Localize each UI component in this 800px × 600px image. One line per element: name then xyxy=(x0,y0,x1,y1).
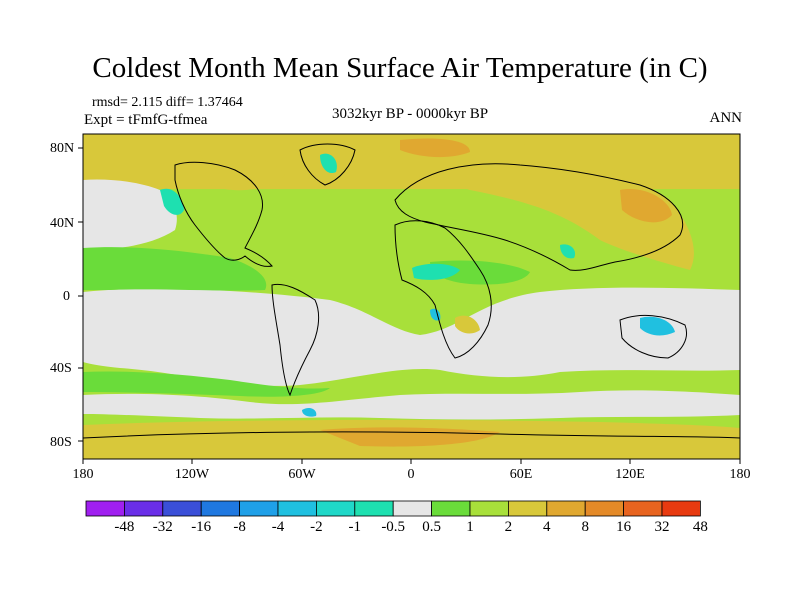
colorbar-box xyxy=(277,500,317,517)
lon-label-0: 0 xyxy=(407,467,415,482)
colorbar-label: -4 xyxy=(271,519,285,535)
experiment-line: Expt = tFmfG-tfmea xyxy=(84,112,208,128)
pacific-light-warm xyxy=(83,247,267,291)
colorbar-box xyxy=(623,500,663,517)
colorbar-box xyxy=(584,500,625,517)
lon-label-120w: 120W xyxy=(174,467,210,482)
southern-africa-warm xyxy=(455,315,480,334)
colorbar-box xyxy=(661,500,701,517)
asia-strong xyxy=(620,189,672,223)
antarctic-peninsula-cool-patch xyxy=(302,407,317,417)
map-field xyxy=(83,134,740,459)
lon-label-120e: 120E xyxy=(615,467,645,482)
colorbar-box xyxy=(354,500,394,517)
colorbar-box xyxy=(469,500,509,517)
colorbar-box xyxy=(200,500,240,517)
colorbar-box xyxy=(162,500,202,517)
lat-label-0: 0 xyxy=(63,289,70,304)
colorbar-box xyxy=(315,500,356,517)
eurasia-warm xyxy=(380,134,694,270)
colorbar-box xyxy=(546,500,586,517)
colorbar-box xyxy=(85,500,125,517)
map-title: Coldest Month Mean Surface Air Temperatu… xyxy=(92,52,708,84)
alaska-cool-patch xyxy=(160,188,184,215)
colorbar-box xyxy=(124,500,164,517)
colorbar-label: 32 xyxy=(654,519,670,535)
eurasia-coast xyxy=(394,163,684,271)
lat-label-40s: 40S xyxy=(50,361,72,376)
australia-coast xyxy=(619,315,687,359)
greenland-cool-patch xyxy=(320,153,337,174)
colorbar-label: -1 xyxy=(348,519,362,535)
lon-label-60e: 60E xyxy=(509,467,533,482)
canada-warm xyxy=(200,149,285,191)
arctic-strong-1 xyxy=(400,138,470,158)
colorbar-boxes xyxy=(85,500,701,517)
colorbar-label: 16 xyxy=(616,519,632,535)
season-label: ANN xyxy=(709,110,743,126)
colorbar-label: 0.5 xyxy=(422,519,441,535)
antarctica-coast xyxy=(82,431,741,439)
colorbar-box xyxy=(507,500,548,517)
australia-cool-patch xyxy=(640,316,675,336)
stats-line: rmsd= 2.115 diff= 1.37464 xyxy=(92,95,243,110)
colorbar-label: -16 xyxy=(191,519,212,535)
north-pacific-neutral xyxy=(83,179,177,249)
colorbar-label: 8 xyxy=(581,519,589,535)
tropical-neutral-zone xyxy=(83,287,740,386)
lat-label-80s: 80S xyxy=(50,435,72,450)
colorbar-label: -8 xyxy=(233,519,246,535)
colorbar-label: -48 xyxy=(114,519,135,535)
colorbar-label: -0.5 xyxy=(381,519,406,535)
tibet-cool-patch xyxy=(560,244,576,259)
coastlines xyxy=(82,143,741,439)
north-america-coast xyxy=(174,161,273,267)
lat-label-80n: 80N xyxy=(50,141,75,156)
lon-label-60w: 60W xyxy=(288,467,316,482)
colorbar-box xyxy=(431,500,471,517)
colorbar-label: 4 xyxy=(543,519,551,535)
southern-neutral-band xyxy=(83,390,740,420)
lat-label-40n: 40N xyxy=(50,216,75,231)
lon-label-180w: 180 xyxy=(72,467,94,482)
colorbar-box xyxy=(239,500,279,517)
colorbar-label: -32 xyxy=(152,519,173,535)
south-america-coast xyxy=(271,283,320,397)
map-ticks xyxy=(78,147,741,464)
africa-coast xyxy=(394,220,492,359)
sahara-cool-patch xyxy=(412,263,460,280)
southern-ocean-light-warm xyxy=(83,371,330,397)
period-label: 3032kyr BP - 0000kyr BP xyxy=(331,106,489,122)
colorbar-label: 2 xyxy=(504,519,513,535)
lon-label-180e: 180 xyxy=(729,467,751,482)
sahel-light-warm xyxy=(430,260,530,285)
colorbar-label: -2 xyxy=(310,519,323,535)
colorbar-label: 48 xyxy=(692,519,708,535)
colorbar-box xyxy=(392,500,433,517)
colorbar-label: 1 xyxy=(466,519,474,535)
greenland-coast xyxy=(299,143,356,186)
